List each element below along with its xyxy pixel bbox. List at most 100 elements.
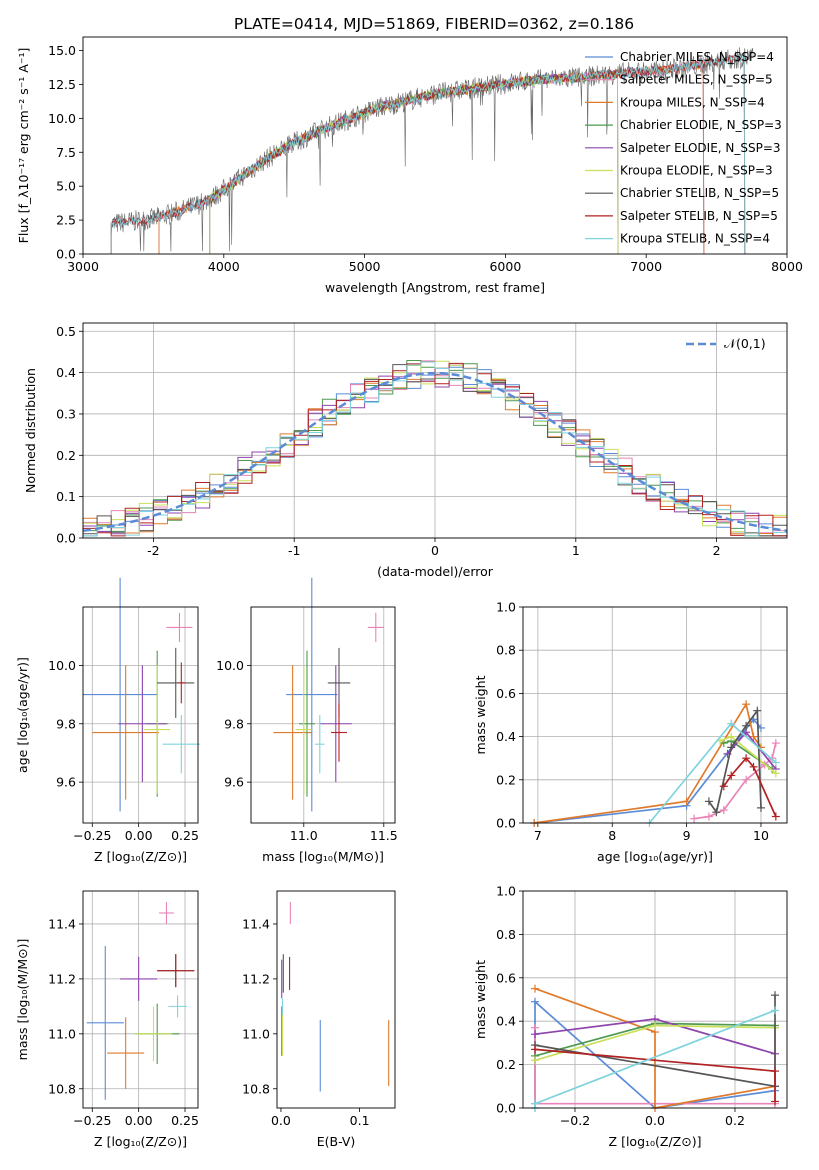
y-tick-label: 0.2 [56, 448, 76, 463]
y-tick-label: 10.0 [48, 658, 76, 673]
y-tick-label: 7.5 [56, 145, 76, 160]
x-tick-label: 1 [572, 543, 580, 558]
y-tick-label: 0.0 [56, 247, 76, 262]
axes-weight_vs_Z: −0.2 0.0 0.2 0.0 0.2 0.4 0.6 0.8 1.0 Z [log₁₀(Z/Z… [473, 884, 787, 1149]
axes-spectrum: 3000 4000 5000 6000 7000 8000 0.0 2.5 5.0 7.5 10.0… [16, 43, 803, 295]
y-tick-label: 15.0 [48, 43, 76, 58]
x-tick-label: 7000 [630, 259, 662, 274]
x-tick-label: 10 [753, 828, 769, 843]
x-tick-label: 0.25 [171, 1113, 199, 1128]
axes-mass_vs_Z: −0.25 0.00 0.25 10.8 11.0 11.2 11.4 Z [log₁₀(Z/… [15, 891, 199, 1149]
spectrum-model-line [158, 60, 705, 254]
x-axis-label: Z [log₁₀(Z/Z⊙)] [609, 1134, 702, 1149]
y-tick-label: 11.2 [48, 971, 76, 986]
mass_vs_Z-points [86, 901, 195, 1100]
spectrum-legend: Chabrier MILES, N_SSP=4 Salpeter MILES, N… [585, 50, 782, 246]
age_vs_Z-frame [82, 606, 199, 824]
y-tick-label: 5.0 [56, 179, 76, 194]
y-axis-label: Flux [f_λ10⁻¹⁷ erg cm⁻² s⁻¹ A⁻¹] [16, 48, 31, 244]
legend-label: Kroupa MILES, N_SSP=4 [620, 95, 765, 109]
x-tick-label: 3000 [67, 259, 99, 274]
y-tick-label: 1.0 [496, 884, 516, 899]
y-axis-label: mass weight [473, 675, 488, 754]
y-tick-label: 9.6 [224, 775, 244, 790]
x-tick-label: 8 [608, 828, 616, 843]
y-tick-label: 0.5 [56, 324, 76, 339]
x-tick-label: -2 [147, 543, 159, 558]
x-tick-label: 0.25 [171, 828, 199, 843]
y-tick-label: 10.8 [48, 1081, 76, 1096]
y-tick-label: 11.4 [242, 916, 270, 931]
y-tick-label: 10.0 [216, 658, 244, 673]
mass_vs_Z-frame [82, 890, 199, 1109]
x-tick-label: 0.00 [125, 1113, 153, 1128]
x-tick-label: 0.2 [725, 1113, 745, 1128]
y-tick-label: 0.4 [496, 729, 516, 744]
y-tick-label: 0.4 [56, 365, 76, 380]
y-tick-label: 0.3 [56, 406, 76, 421]
x-tick-label: 5000 [349, 259, 381, 274]
x-tick-label: 11.0 [290, 828, 318, 843]
y-tick-label: 10.8 [242, 1081, 270, 1096]
y-axis-label: Normed distribution [23, 368, 38, 493]
x-tick-label: 0.0 [271, 1113, 291, 1128]
legend-label: 𝒩(0,1) [724, 336, 766, 351]
x-tick-label: 11.5 [370, 828, 398, 843]
weight-line [534, 987, 776, 1110]
x-axis-label: E(B-V) [317, 1134, 356, 1149]
y-tick-label: 0.6 [496, 686, 516, 701]
x-tick-label: −0.2 [560, 1113, 590, 1128]
x-axis-label: mass [log₁₀(M/M⊙)] [262, 849, 384, 864]
x-tick-label: -1 [288, 543, 300, 558]
weight_vs_Z-lines [531, 984, 779, 1112]
x-tick-label: 0.00 [125, 828, 153, 843]
x-axis-label: age [log₁₀(age/yr)] [597, 849, 713, 864]
age_vs_mass-frame [250, 606, 396, 824]
y-tick-label: 0.6 [496, 970, 516, 985]
plots-layer: 3000 4000 5000 6000 7000 80000.02.55.07.510.0… [15, 36, 803, 1149]
x-axis-label: Z [log₁₀(Z/Z⊙)] [94, 1134, 187, 1149]
y-tick-label: 0.4 [496, 1014, 516, 1029]
y-tick-label: 11.4 [48, 916, 76, 931]
axes-weight_vs_age: 7 8 9 10 0.0 0.2 0.4 0.6 0.8 1.0 age [log₁₀(age/yr… [473, 600, 787, 864]
spectrum-model-line [110, 53, 746, 254]
legend-label: Chabrier ELODIE, N_SSP=3 [620, 118, 782, 132]
y-tick-label: 9.6 [56, 775, 76, 790]
histogram-step [82, 361, 787, 538]
y-tick-label: 1.0 [496, 600, 516, 615]
y-axis-label: mass weight [473, 960, 488, 1039]
x-tick-label: 0 [431, 543, 439, 558]
x-tick-label: 2 [713, 543, 721, 558]
x-axis-label: (data-model)/error [377, 564, 494, 579]
histogram-group [82, 360, 788, 538]
residuals-legend: 𝒩(0,1) [686, 336, 766, 351]
mass_vs_ebv-points [281, 901, 390, 1092]
axes-mass_vs_ebv: 0.0 0.1 10.8 11.0 11.2 11.4 E(B-V) [242, 916, 369, 1149]
spectrum-model-line [110, 54, 746, 254]
x-tick-label: −0.25 [73, 1113, 111, 1128]
y-tick-label: 0.2 [496, 772, 516, 787]
y-axis-label: age [log₁₀(age/yr)] [15, 657, 30, 773]
y-tick-label: 9.8 [56, 716, 76, 731]
legend-label: Chabrier MILES, N_SSP=4 [620, 50, 774, 64]
legend-label: Salpeter ELODIE, N_SSP=3 [620, 141, 781, 155]
x-tick-label: 9 [683, 828, 691, 843]
y-tick-label: 11.0 [242, 1026, 270, 1041]
spectrum-frame [82, 36, 788, 255]
legend-label: Salpeter MILES, N_SSP=5 [620, 73, 773, 87]
weight-line [708, 708, 762, 815]
y-tick-label: 2.5 [56, 213, 76, 228]
y-tick-label: 0.2 [496, 1057, 516, 1072]
y-tick-label: 0.8 [496, 643, 516, 658]
y-axis-label: mass [log₁₀(M/M⊙)] [15, 939, 30, 1061]
x-tick-label: −0.25 [73, 828, 111, 843]
y-tick-label: 0.8 [496, 927, 516, 942]
x-axis-label: Z [log₁₀(Z/Z⊙)] [94, 849, 187, 864]
age_vs_Z-points [83, 577, 200, 812]
y-tick-label: 12.5 [48, 77, 76, 92]
x-tick-label: 8000 [771, 259, 803, 274]
legend-label: Salpeter STELIB, N_SSP=5 [620, 209, 778, 223]
spectrum-model-line [158, 58, 705, 254]
weight_vs_age-frame [522, 606, 788, 824]
